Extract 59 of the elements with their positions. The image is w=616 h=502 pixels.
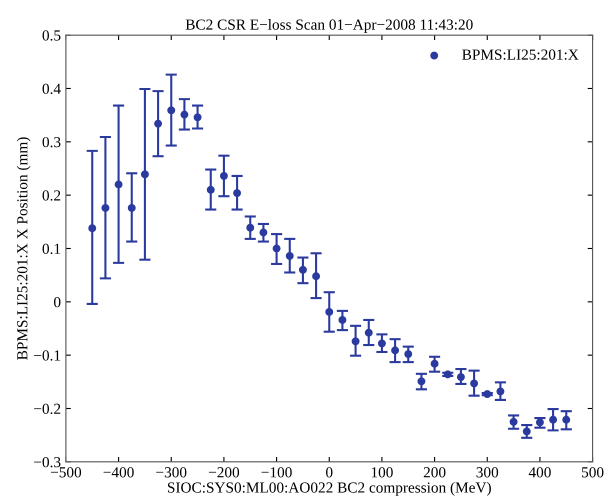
legend-label: BPMS:LI25:201:X [462, 49, 579, 60]
point [101, 204, 110, 212]
y-tick-label: −0.3 [34, 456, 60, 468]
point [286, 252, 294, 260]
point [352, 337, 360, 346]
point [88, 224, 96, 232]
point [522, 427, 531, 436]
x-tick-label: 200 [424, 467, 446, 478]
y-tick-label: 0.3 [42, 136, 60, 148]
x-tick-label: 500 [582, 467, 604, 478]
y-tick-label: 0.1 [42, 244, 60, 254]
x-tick-label: 300 [476, 467, 498, 478]
point [338, 316, 346, 324]
y-tick-label: −0.1 [34, 350, 60, 361]
point [325, 308, 334, 316]
x-tick-label: −300 [156, 467, 186, 478]
point [259, 228, 268, 236]
point [404, 350, 412, 358]
y-tick-label: 0.4 [42, 84, 61, 94]
point [114, 180, 123, 188]
y-tick-label: 0.5 [42, 30, 60, 41]
point [312, 272, 320, 280]
x-tick-label: −500 [50, 467, 82, 478]
x-axis-title: SIOC:SYS0:ML00:AO022 BC2 compression (MeV) [168, 482, 491, 496]
point [417, 377, 426, 386]
y-tick-label: 0 [54, 296, 60, 308]
x-tick-label: −400 [104, 467, 134, 478]
x-tick-label: 400 [528, 467, 551, 478]
point [456, 373, 465, 381]
point [549, 416, 558, 424]
point [233, 189, 242, 197]
chart-title: BC2 CSR E−loss Scan 01−Apr−2008 11:43:20 [186, 18, 473, 33]
x-tick-label: 0 [326, 467, 332, 478]
point [206, 186, 215, 194]
point [378, 339, 386, 348]
y-tick-label: 0.2 [42, 190, 60, 201]
point [128, 204, 136, 212]
point [194, 113, 202, 122]
y-axis-title: BPMS:LI25:201:X X Position (mm) [16, 137, 31, 360]
x-tick-label: 100 [372, 467, 393, 478]
point [562, 416, 570, 424]
point [167, 106, 176, 114]
point [180, 110, 188, 119]
point [510, 418, 518, 426]
point [470, 379, 478, 388]
y-tick-label: −0.2 [34, 404, 60, 414]
point [298, 266, 307, 274]
point [220, 172, 228, 180]
point [496, 387, 504, 396]
point [154, 120, 162, 128]
x-tick-label: −100 [262, 467, 292, 478]
x-tick-label: −200 [208, 467, 240, 478]
point [272, 244, 281, 252]
point [430, 360, 439, 368]
point [140, 170, 149, 178]
point [391, 346, 400, 354]
point [364, 328, 373, 337]
point [246, 224, 254, 232]
point [536, 418, 544, 426]
